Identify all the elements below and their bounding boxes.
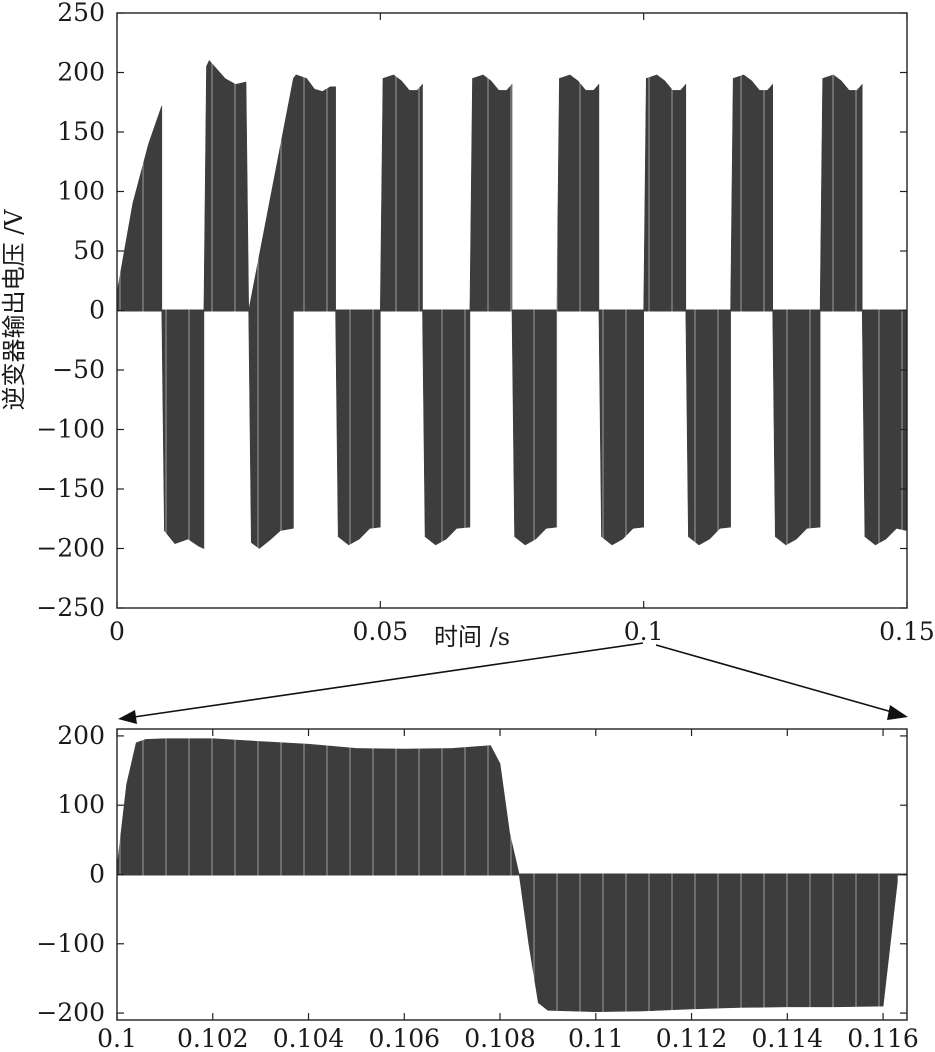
- x-axis-label: 时间 /s: [434, 623, 510, 651]
- y-tick-label: 150: [57, 117, 105, 146]
- x-tick-label: 0.15: [879, 617, 935, 646]
- y-axis-label: 逆变器输出电压 /V: [0, 209, 28, 411]
- top-chart: 250 200 150 100 50 0 −50 −100 −150 −200 −250 0 0.05…: [0, 0, 935, 651]
- y-tick-label: 200: [57, 721, 105, 750]
- y-tick-label: 250: [57, 0, 105, 27]
- x-tick-label: 0: [109, 617, 125, 646]
- zoom-arrowhead-right: [887, 705, 908, 720]
- top-plot-frame: [116, 12, 908, 609]
- y-tick-label: −250: [36, 593, 105, 622]
- top-x-tick-labels: 0 0.05 0.1 0.15: [109, 617, 935, 646]
- x-tick-label: 0.05: [352, 617, 408, 646]
- y-tick-label: −50: [52, 355, 105, 384]
- y-tick-label: 200: [57, 58, 105, 87]
- y-tick-label: 100: [57, 790, 105, 819]
- x-tick-label: 0.11: [568, 1024, 624, 1052]
- x-tick-label: 0.104: [273, 1024, 345, 1052]
- bottom-x-tick-labels: 0.1 0.102 0.104 0.106 0.108 0.11 0.112 0.114 0.1…: [97, 1024, 919, 1052]
- y-tick-label: −200: [36, 998, 105, 1027]
- bottom-plot-frame: [116, 728, 908, 1021]
- y-tick-label: 100: [57, 177, 105, 206]
- bottom-y-tick-labels: 200 100 0 −100 −200: [36, 721, 105, 1027]
- x-tick-label: 0.106: [368, 1024, 440, 1052]
- y-tick-label: 0: [89, 296, 105, 325]
- waveform-positive: [116, 738, 898, 1013]
- top-y-tick-labels: 250 200 150 100 50 0 −50 −100 −150 −200 −250: [36, 0, 105, 622]
- y-tick-label: 50: [73, 236, 105, 265]
- top-waveform: [116, 13, 908, 608]
- x-tick-label: 0.114: [752, 1024, 824, 1052]
- x-tick-label: 0.102: [177, 1024, 249, 1052]
- y-tick-label: −100: [36, 415, 105, 444]
- zoom-arrows: [118, 642, 908, 724]
- x-tick-label: 0.1: [97, 1024, 137, 1052]
- y-tick-label: −150: [36, 474, 105, 503]
- zoom-arrow-left: [133, 642, 644, 718]
- y-tick-label: 0: [89, 860, 105, 889]
- y-tick-label: −200: [36, 534, 105, 563]
- x-tick-label: 0.116: [847, 1024, 919, 1052]
- x-tick-label: 0.1: [624, 617, 664, 646]
- x-tick-label: 0.112: [656, 1024, 728, 1052]
- zoom-arrow-right: [655, 644, 893, 713]
- zoom-arrowhead-left: [118, 710, 137, 724]
- x-tick-label: 0.108: [464, 1024, 536, 1052]
- bottom-waveform: [116, 729, 907, 1020]
- y-tick-label: −100: [36, 929, 105, 958]
- waveform-positive: [116, 60, 907, 311]
